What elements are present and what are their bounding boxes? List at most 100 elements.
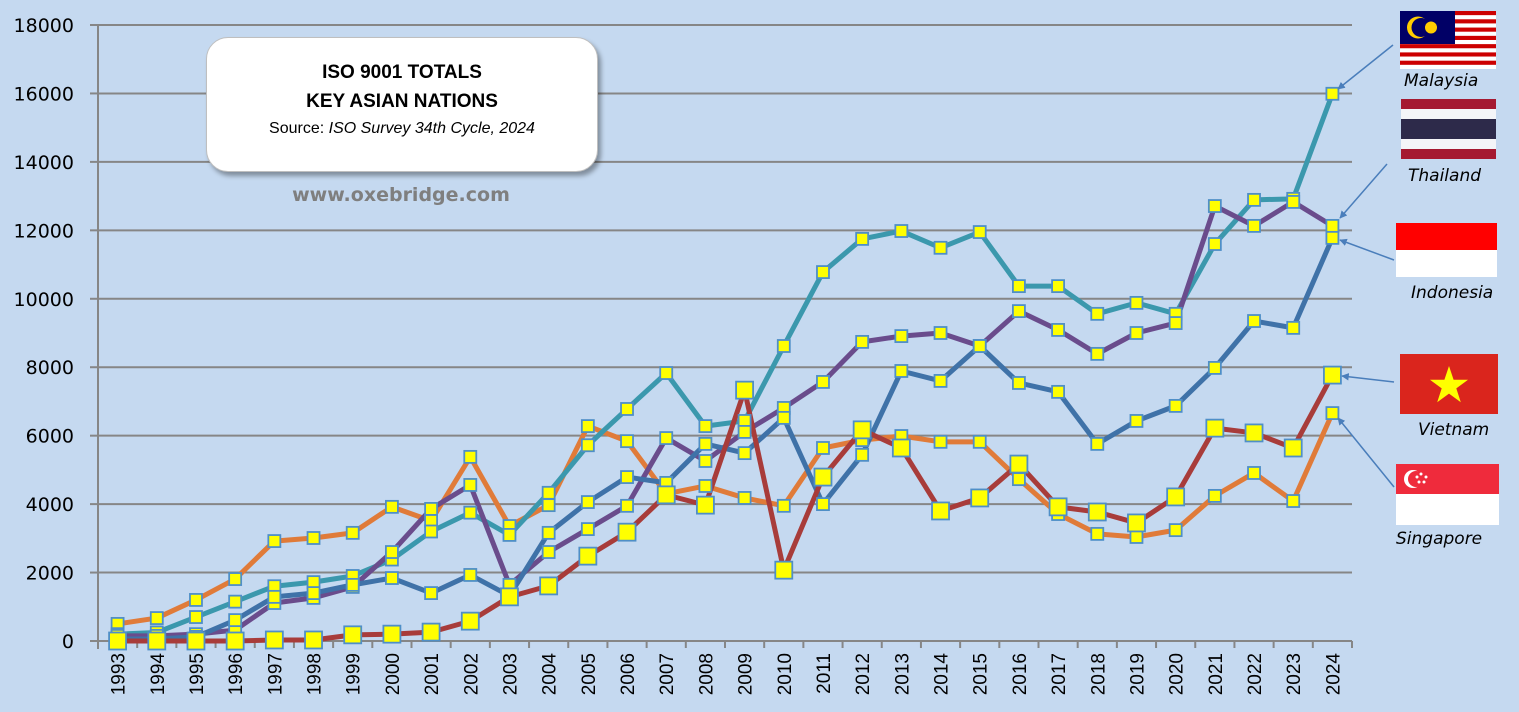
data-point-indonesia [424, 586, 438, 600]
x-tick-label: 2003 [500, 653, 521, 695]
data-point-indonesia [385, 571, 399, 585]
data-point-singapore [737, 491, 752, 505]
data-point-vietnam [970, 488, 990, 508]
data-point-singapore [306, 531, 321, 545]
data-point-malaysia [698, 419, 713, 433]
website-url: www.oxebridge.com [292, 184, 510, 206]
data-point-malaysia [933, 240, 948, 255]
data-point-vietnam [304, 630, 323, 650]
arrow-malaysia [1337, 44, 1394, 90]
data-point-indonesia [1129, 414, 1144, 428]
data-point-singapore [698, 479, 713, 493]
x-tick-label: 2013 [892, 653, 913, 695]
data-point-vietnam [539, 576, 559, 596]
data-point-indonesia [228, 613, 243, 628]
data-point-singapore [463, 449, 478, 464]
data-point-vietnam [460, 611, 480, 631]
data-point-indonesia [1168, 398, 1183, 413]
legend-arrows [1337, 44, 1395, 488]
data-point-indonesia [698, 436, 713, 451]
data-point-thailand [1090, 346, 1105, 361]
x-tick-label: 2000 [383, 653, 404, 695]
data-point-vietnam [813, 467, 833, 487]
x-tick-label: 2017 [1049, 653, 1070, 695]
y-tick-label: 2000 [26, 563, 74, 585]
legend-label-singapore: Singapore [1396, 529, 1483, 549]
source-label: Source: [269, 120, 329, 137]
data-point-thailand [816, 375, 830, 389]
data-point-singapore [385, 499, 399, 514]
data-point-vietnam [696, 495, 715, 515]
legend-label-thailand: Thailand [1408, 166, 1482, 186]
x-tick-label: 1993 [109, 653, 130, 695]
chart-title-line2: KEY ASIAN NATIONS [306, 91, 498, 112]
chart-source: Source: ISO Survey 34th Cycle, 2024 [207, 116, 597, 142]
x-tick-label: 2008 [696, 653, 717, 695]
x-tick-label: 2005 [579, 653, 600, 695]
thailand-flag-icon [1401, 99, 1496, 159]
x-tick-label: 2023 [1284, 653, 1305, 695]
x-tick-label: 2015 [971, 653, 992, 695]
vietnam-flag-icon [1400, 354, 1498, 414]
data-point-malaysia [1090, 306, 1105, 321]
data-point-singapore [1247, 466, 1261, 480]
y-tick-label: 8000 [26, 357, 74, 379]
chart-title-box: ISO 9001 TOTALS KEY ASIAN NATIONS Source… [206, 37, 598, 172]
data-point-thailand [1129, 326, 1144, 340]
data-point-indonesia [972, 339, 987, 353]
x-tick-label: 2014 [932, 653, 953, 696]
data-point-indonesia [267, 589, 282, 604]
data-point-malaysia [620, 402, 634, 416]
y-tick-label: 0 [62, 631, 74, 653]
y-tick-label: 12000 [14, 220, 74, 242]
data-point-indonesia [776, 410, 791, 425]
data-point-indonesia [894, 364, 909, 378]
data-point-indonesia [1286, 320, 1301, 335]
indonesia-flag-icon [1396, 223, 1497, 277]
data-point-thailand [1168, 316, 1183, 330]
data-point-malaysia [1012, 279, 1026, 294]
data-point-malaysia [816, 265, 830, 279]
data-point-thailand [659, 431, 674, 445]
data-point-malaysia [189, 610, 203, 624]
x-tick-label: 2018 [1088, 653, 1109, 695]
data-point-vietnam [656, 485, 676, 505]
arrow-thailand [1339, 163, 1388, 219]
data-point-malaysia [659, 366, 674, 380]
data-point-thailand [1247, 218, 1261, 233]
y-tick-label: 4000 [26, 494, 74, 516]
data-point-vietnam [343, 625, 363, 645]
data-point-thailand [1325, 218, 1340, 233]
data-point-thailand [1051, 323, 1065, 337]
data-point-indonesia [816, 497, 830, 512]
x-tick-label: 2009 [736, 653, 757, 695]
data-point-thailand [385, 545, 399, 559]
arrow-vietnam [1341, 373, 1395, 383]
data-point-singapore [816, 441, 830, 455]
data-point-vietnam [852, 420, 872, 440]
data-point-indonesia [620, 470, 634, 484]
data-point-singapore [1168, 523, 1183, 538]
data-point-vietnam [1166, 487, 1186, 507]
x-tick-label: 1995 [187, 653, 208, 695]
data-point-singapore [189, 593, 203, 607]
data-point-singapore [345, 525, 360, 540]
x-tick-label: 2019 [1127, 653, 1148, 695]
data-point-thailand [894, 329, 909, 343]
x-tick-label: 1998 [305, 653, 326, 695]
data-point-malaysia [855, 231, 870, 246]
x-tick-label: 2020 [1167, 653, 1188, 695]
y-tick-label: 14000 [14, 152, 74, 174]
data-point-vietnam [186, 631, 206, 651]
data-point-singapore [620, 434, 634, 449]
singapore-flag-icon [1396, 464, 1499, 525]
data-point-indonesia [463, 568, 478, 582]
data-point-malaysia [1207, 237, 1222, 251]
data-point-singapore [1129, 530, 1144, 544]
data-point-vietnam [421, 622, 441, 642]
series-markers [108, 86, 1342, 651]
source-value: ISO Survey 34th Cycle, 2024 [328, 120, 535, 137]
arrow-indonesia [1339, 238, 1395, 261]
data-point-singapore [1207, 488, 1222, 503]
data-point-indonesia [1090, 436, 1105, 451]
